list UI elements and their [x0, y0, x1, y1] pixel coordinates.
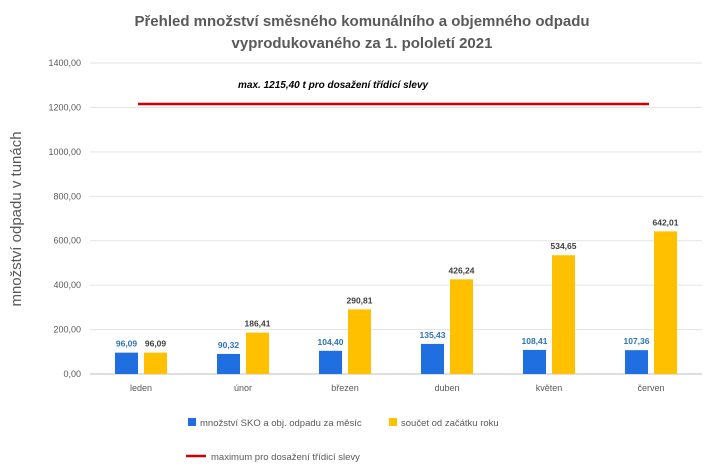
data-label: 107,36: [624, 336, 650, 346]
x-category-label: duben: [434, 383, 459, 393]
x-category-label: březen: [331, 383, 359, 393]
data-label: 290,81: [347, 295, 373, 305]
y-tick-label: 600,00: [53, 236, 81, 246]
legend-label-cumulative: součet od začátku roku: [401, 418, 499, 429]
bar-monthly: [319, 350, 342, 374]
data-label: 104,40: [318, 337, 344, 347]
data-labels: 96,09 96,09 90,32 186,41 104,40 290,81 135,43 4…: [116, 217, 679, 350]
bar-monthly: [625, 350, 648, 374]
reference-annotation: max. 1215,40 t pro dosažení třídicí slev…: [238, 80, 429, 91]
data-label: 426,24: [449, 265, 475, 275]
legend-label-monthly: množství SKO a obj. odpadu za měsíc: [200, 418, 362, 429]
y-tick-label: 800,00: [53, 191, 81, 201]
x-category-label: leden: [130, 383, 152, 393]
bar-cumulative: [552, 255, 575, 374]
chart-title-line-2: vyprodukovaného za 1. pololetí 2021: [232, 35, 493, 52]
y-tick-label: 0,00: [63, 369, 81, 379]
x-category-label: červen: [637, 383, 664, 393]
reference-line-group: max. 1215,40 t pro dosažení třídicí slev…: [138, 80, 649, 106]
bar-cumulative: [144, 352, 167, 374]
y-tick-label: 1000,00: [48, 147, 81, 157]
chart-title-line-1: Přehled množství směsného komunálního a …: [134, 13, 589, 30]
y-tick-label: 400,00: [53, 280, 81, 290]
y-tick-label: 200,00: [53, 325, 81, 335]
y-tick-labels: 0,00 200,00 400,00 600,00 800,00 1000,00 1200,…: [48, 58, 81, 379]
bar-monthly: [421, 343, 444, 374]
gridlines: [90, 62, 702, 375]
legend-label-reference: maximum pro dosažení třídicí slevy: [211, 452, 360, 463]
data-label: 186,41: [245, 319, 271, 329]
bar-cumulative: [246, 332, 269, 374]
bars: [115, 231, 677, 374]
bar-monthly: [523, 349, 546, 374]
data-label: 534,65: [551, 241, 577, 251]
bar-monthly: [115, 352, 138, 374]
bar-monthly: [217, 353, 240, 374]
bar-cumulative: [450, 279, 473, 374]
legend-swatch-cumulative: [389, 418, 397, 426]
y-tick-label: 1200,00: [48, 102, 81, 112]
legend: množství SKO a obj. odpadu za měsíc souče…: [186, 418, 499, 463]
data-label: 135,43: [420, 330, 446, 340]
legend-swatch-monthly: [188, 418, 196, 426]
x-category-label: únor: [234, 383, 252, 393]
data-label: 96,09: [116, 339, 138, 349]
x-category-label: květen: [536, 383, 563, 393]
bar-cumulative: [654, 231, 677, 374]
bar-cumulative: [348, 309, 371, 374]
data-label: 642,01: [653, 217, 679, 227]
data-label: 96,09: [145, 339, 167, 349]
category-labels: leden únor březen duben květen červen: [130, 383, 665, 393]
data-label: 90,32: [218, 340, 240, 350]
data-label: 108,41: [522, 336, 548, 346]
y-axis-label: množství odpadu v tunách: [8, 131, 25, 306]
y-tick-label: 1400,00: [48, 58, 81, 68]
